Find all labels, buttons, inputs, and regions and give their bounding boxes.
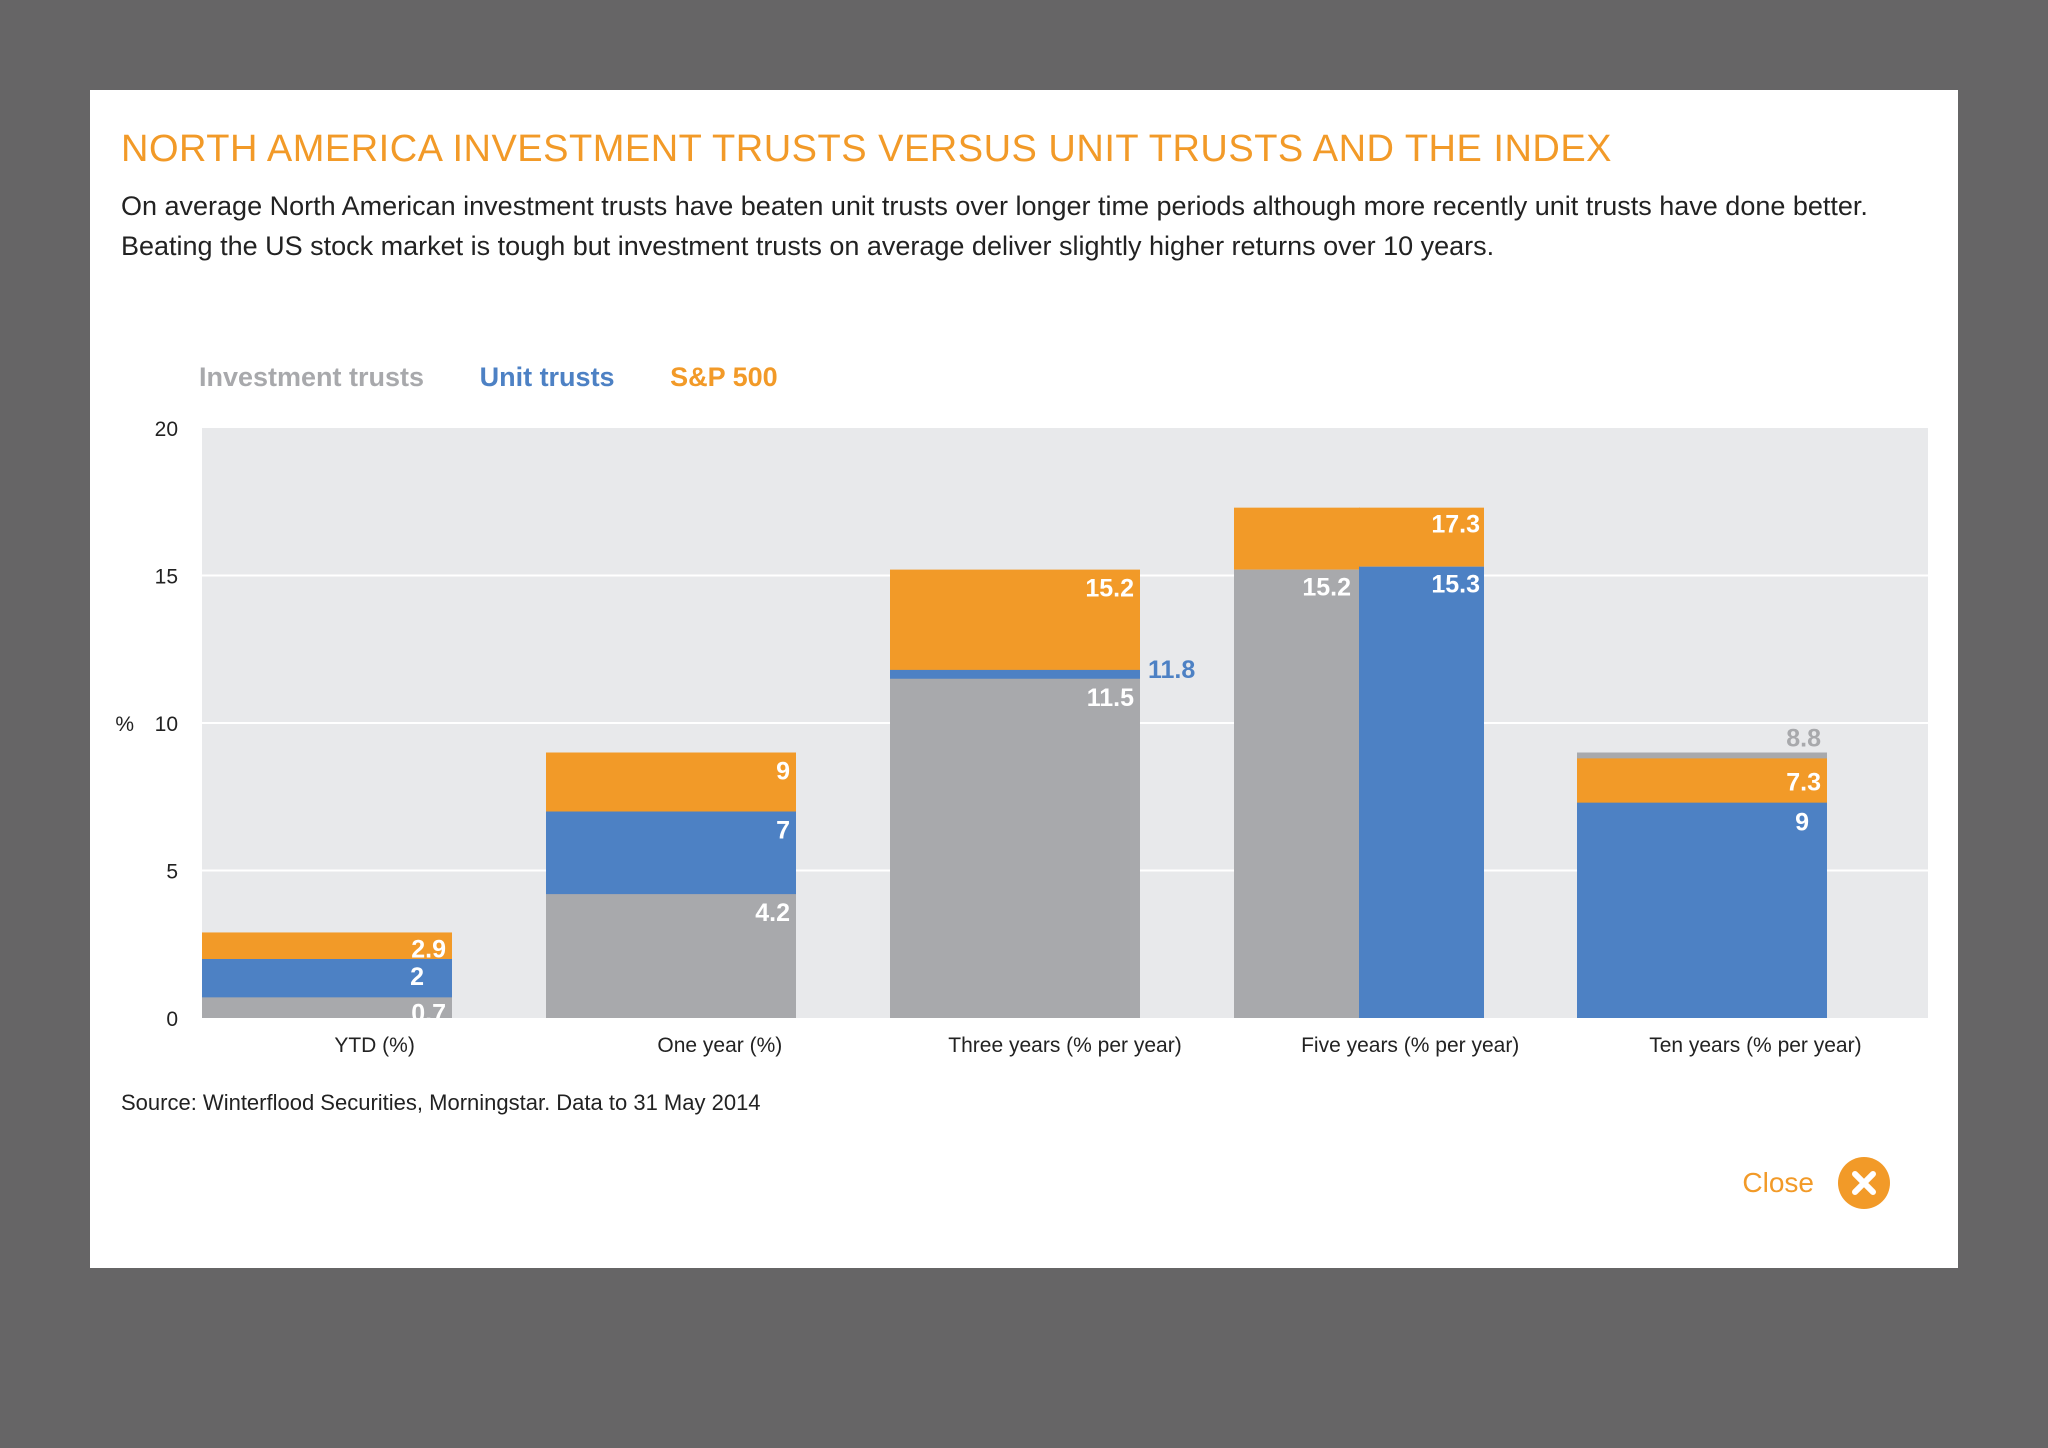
- source-note: Source: Winterflood Securities, Mornings…: [121, 1090, 761, 1115]
- value-label-investment-trusts: 15.2: [1302, 574, 1351, 602]
- bar-chart: 0 5 10 15 20% YTD (%) 2.92 0.7 One year (%) 9 7 4.2…: [115, 418, 1928, 1057]
- y-tick-label: 20: [155, 418, 178, 441]
- y-axis-label: %: [115, 713, 134, 736]
- legend-investment-trusts: Investment trusts: [199, 362, 425, 392]
- bar-investment-trusts: [546, 894, 796, 1018]
- value-label-unit-trusts: 2: [410, 963, 424, 991]
- value-label-sp500: 15.2: [1085, 575, 1134, 603]
- value-label-unit-trusts: 7.3: [1786, 769, 1821, 797]
- x-category-label: Ten years (% per year): [1649, 1034, 1861, 1057]
- y-tick-label: 0: [166, 1008, 178, 1031]
- y-tick-label: 10: [155, 713, 178, 736]
- bar-investment-trusts: [202, 997, 452, 1018]
- bar-investment-trusts: [1234, 569, 1360, 1018]
- value-label-unit-trusts: 7: [776, 817, 790, 845]
- x-category-label: One year (%): [657, 1034, 782, 1057]
- x-category-label: Five years (% per year): [1301, 1034, 1519, 1057]
- x-category-label: Three years (% per year): [948, 1034, 1181, 1057]
- value-label-unit-trusts: 15.3: [1431, 571, 1480, 599]
- value-label-sp500: 9: [1795, 809, 1809, 837]
- bar-sp500: [1234, 507, 1360, 570]
- value-label-unit-trusts: 11.8: [1148, 656, 1195, 684]
- value-label-sp500: 2.9: [411, 935, 446, 963]
- legend-sp500: S&P 500: [670, 362, 778, 392]
- bar-investment-trusts: [890, 678, 1140, 1018]
- value-label-investment-trusts: 11.5: [1087, 684, 1134, 712]
- y-tick-label: 15: [155, 566, 178, 589]
- value-label-investment-trusts: 4.2: [755, 899, 790, 927]
- close-button[interactable]: Close: [1742, 1156, 1890, 1210]
- chart-subtitle: On average North American investment tru…: [121, 191, 1868, 261]
- y-tick-label: 5: [166, 861, 178, 884]
- value-label-sp500: 17.3: [1431, 511, 1480, 539]
- bar-sp500: [1359, 507, 1484, 567]
- chart-legend: Investment trusts Unit trusts S&P 500: [199, 362, 826, 393]
- x-category-label: YTD (%): [334, 1034, 415, 1057]
- bar-unit-trusts: [1359, 566, 1484, 1018]
- close-label[interactable]: Close: [1742, 1167, 1814, 1198]
- value-label-sp500: 9: [776, 758, 790, 786]
- legend-unit-trusts: Unit trusts: [479, 362, 615, 392]
- value-label-investment-trusts: 8.8: [1786, 724, 1821, 752]
- close-icon[interactable]: [1838, 1157, 1890, 1209]
- chart-modal: NORTH AMERICA INVESTMENT TRUSTS VERSUS U…: [90, 90, 1958, 1268]
- chart-title: NORTH AMERICA INVESTMENT TRUSTS VERSUS U…: [121, 128, 1613, 170]
- value-label-investment-trusts: 0.7: [411, 999, 446, 1027]
- bar-unit-trusts: [1577, 802, 1827, 1018]
